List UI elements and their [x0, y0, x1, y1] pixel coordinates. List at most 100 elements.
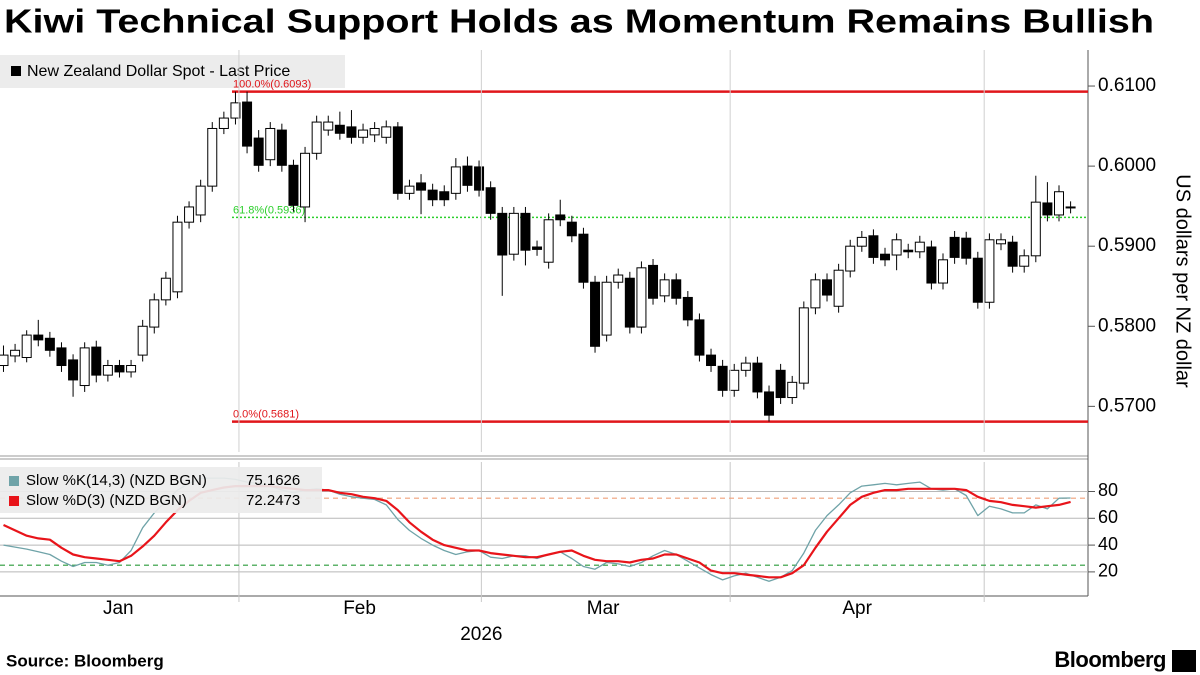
- candle-body: [497, 212, 508, 256]
- candle-body: [624, 277, 635, 328]
- candle-body: [439, 191, 450, 201]
- candle-body: [323, 121, 334, 131]
- candle-body: [752, 362, 763, 393]
- candle-body: [288, 164, 299, 206]
- legend-label: New Zealand Dollar Spot - Last Price: [27, 63, 290, 80]
- source: Source: Bloomberg: [6, 651, 164, 670]
- y-tick-label: 60: [1098, 507, 1118, 527]
- fib-label: 100.0%(0.6093): [233, 79, 311, 91]
- candle-body: [566, 221, 577, 237]
- y-tick-label: 40: [1098, 534, 1118, 554]
- candle-body: [798, 307, 809, 384]
- candle-body: [671, 279, 682, 299]
- candle-body: [207, 127, 218, 187]
- candle-body: [856, 236, 867, 247]
- candle-body: [938, 259, 949, 284]
- candle-body: [717, 365, 728, 391]
- candle-body: [648, 264, 659, 299]
- candle-body: [381, 126, 392, 138]
- legend-swatch: [9, 476, 19, 486]
- candle-body: [137, 325, 148, 356]
- y-tick-label: 20: [1098, 561, 1118, 581]
- candle-body: [729, 369, 740, 391]
- candle-body: [694, 319, 705, 356]
- candle-body: [172, 221, 183, 293]
- candle-body: [914, 241, 925, 253]
- candle-body: [0, 354, 9, 367]
- candle-body: [520, 212, 531, 251]
- legend-value: 75.1626: [246, 472, 300, 489]
- candle-body: [427, 189, 438, 201]
- candle-body: [868, 235, 879, 258]
- y-axis-label: US dollars per NZ dollar: [1172, 174, 1194, 388]
- legend-label: Slow %K(14,3) (NZD BGN): [26, 472, 207, 489]
- candle-body: [218, 117, 229, 129]
- candle-body: [56, 347, 67, 367]
- candle-body: [578, 233, 589, 283]
- candle-body: [253, 137, 264, 166]
- candle-body: [416, 182, 427, 191]
- y-tick-label: 80: [1098, 480, 1118, 500]
- candle-body: [68, 359, 79, 381]
- candle-body: [903, 249, 914, 253]
- candle-body: [195, 185, 206, 216]
- y-tick-label: 0.6000: [1098, 155, 1156, 176]
- candle-body: [926, 246, 937, 284]
- candle-body: [1007, 241, 1018, 267]
- candle-body: [508, 212, 519, 255]
- candle-body: [300, 152, 311, 208]
- candle-body: [114, 365, 125, 373]
- candle-body: [833, 269, 844, 307]
- candle-body: [126, 365, 137, 373]
- candle-body: [601, 281, 612, 336]
- y-tick-label: 0.5700: [1098, 395, 1156, 416]
- candle-body: [91, 346, 102, 376]
- candle-body: [358, 129, 369, 138]
- legend-label: Slow %D(3) (NZD BGN): [26, 492, 187, 509]
- candle-body: [369, 127, 380, 136]
- candle-body: [276, 129, 287, 166]
- candle-body: [311, 121, 322, 154]
- legend-swatch: [9, 496, 19, 506]
- legend-box: [0, 467, 322, 513]
- candle-body: [555, 214, 566, 221]
- candle-body: [1065, 206, 1076, 209]
- y-tick-label: 0.6100: [1098, 75, 1156, 96]
- candle-body: [822, 279, 833, 296]
- legend-value: 72.2473: [246, 492, 300, 509]
- candle-body: [682, 296, 693, 321]
- candle-body: [1042, 202, 1053, 216]
- candle-body: [543, 219, 554, 263]
- candle-body: [949, 236, 960, 258]
- x-axis-label: 2026: [460, 624, 502, 645]
- candle-body: [79, 347, 90, 387]
- candle-body: [1054, 191, 1065, 216]
- candle-body: [392, 126, 403, 194]
- candle-body: [242, 101, 253, 147]
- candle-body: [184, 206, 195, 223]
- candle-body: [845, 245, 856, 272]
- x-tick-label: Mar: [587, 598, 620, 619]
- candle-body: [880, 253, 891, 261]
- logo-icon: [1172, 650, 1196, 672]
- candle-body: [996, 239, 1007, 245]
- candle-body: [44, 337, 55, 351]
- legend-box: [0, 55, 345, 88]
- candle-body: [265, 127, 276, 161]
- candle-body: [532, 246, 543, 250]
- candle-body: [474, 166, 485, 191]
- candle-body: [33, 334, 44, 341]
- candle-body: [706, 354, 717, 367]
- candle-body: [740, 362, 751, 371]
- candle-body: [346, 126, 357, 138]
- logo: Bloomberg: [1054, 647, 1166, 672]
- candle-body: [230, 102, 241, 119]
- x-tick-label: Feb: [343, 598, 376, 619]
- candle-body: [891, 239, 902, 256]
- candle-body: [450, 166, 461, 194]
- candle-body: [810, 279, 821, 309]
- candle-body: [1019, 255, 1030, 267]
- fib-label: 61.8%(0.5936): [233, 204, 305, 216]
- candle-body: [160, 277, 171, 301]
